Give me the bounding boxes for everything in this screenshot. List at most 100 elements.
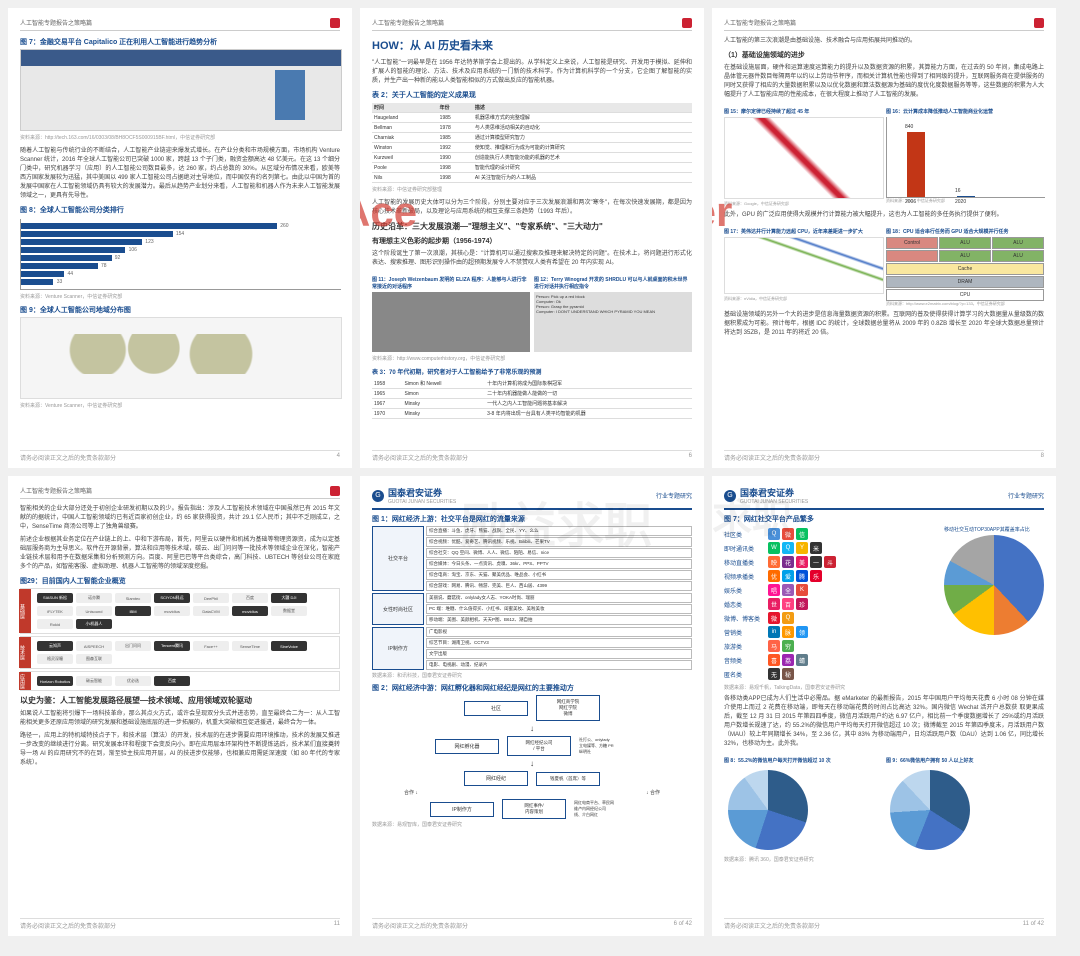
- gt-header: G 国泰君安证券GUOTAI JUNAN SECURITIES 行业专题研究: [372, 486, 692, 510]
- table-3: 1958Simon 和 Newell十年内计算机将成为国际象棋冠军1965Sim…: [372, 379, 692, 419]
- fig12-photo: Person: Pick up a red block Computer: Ok…: [534, 292, 692, 352]
- page-header: 人工智能专题报告之策略篇: [724, 18, 1044, 31]
- fig16-bars: 8402006162020: [886, 117, 1045, 198]
- fig17-18-row: 图 17：英伟达并行计算能力远超 CPU，近年来差距进一步扩大 资料来源：nVi…: [724, 224, 1044, 307]
- flow-item: 综合视频：优酷、爱奇艺、腾讯视频、乐视、Bilibili、芒果TV: [426, 537, 692, 547]
- logo-item: Rokid: [37, 619, 73, 629]
- group-label: 技术层: [19, 637, 31, 668]
- section-h3: 有理想主义色彩的起步期（1956-1974）: [372, 236, 692, 246]
- flow-box: 网红经纪: [464, 771, 528, 786]
- page-3: 人工智能专题报告之策略篇 人工智能的第三次浪潮是由基础设施、技术融合与应用拓展共…: [712, 8, 1056, 468]
- table-header: 时间: [372, 103, 438, 113]
- logo-item: Face++: [193, 641, 229, 651]
- fig8-9-row: 图 8：55.2%的微信用户每天打开微信超过 10 次 图 9：66%微信用户拥…: [724, 753, 1044, 856]
- gt-category: 行业专题研究: [1008, 491, 1044, 500]
- arch-cell: ALU: [992, 250, 1044, 262]
- para: 此外，GPU 的广泛应用使得大规模并行计算能力被大幅提升，这也为人工智能的多任务…: [724, 211, 1044, 220]
- page-num: 6: [689, 453, 692, 462]
- flow-item: 综艺节目：湖南卫视、CCTV3: [426, 638, 692, 648]
- logo-item: SineVoice: [271, 641, 307, 651]
- category-label: 即时通讯类: [724, 544, 764, 553]
- section-h2: 以史为鉴：人工智能发展路径展望—技术领域、应用领域双轮驱动: [20, 695, 340, 706]
- page-1: 人工智能专题报告之策略篇 图 7：金融交易平台 Capitalico 正在利用人…: [8, 8, 352, 468]
- app-icon: 微: [768, 612, 780, 624]
- logo-item: Unisound: [76, 606, 112, 616]
- logo-item: 图森互联: [76, 654, 112, 664]
- fig11-title: 图 11：Joseph Weizenbaum 发明的 ELIZA 程序：人能够与…: [372, 276, 530, 290]
- app-icon: 腾: [796, 570, 808, 582]
- logo-group: 技术层云知声AISPEECH出门问问Tencent腾讯Face++SenseTi…: [20, 636, 340, 669]
- gt-brand-en: GUOTAI JUNAN SECURITIES: [740, 499, 808, 505]
- bar-value: 78: [101, 263, 107, 269]
- logo-item: Horizon Robotics: [37, 676, 73, 686]
- flow-item: 综合电商：淘宝、京东、天猫、聚美优品、唯品会、小红书: [426, 570, 692, 580]
- footer-text: 请务必阅读正文之后的免责条款部分: [724, 921, 820, 930]
- page-footer: 请务必阅读正文之后的免责条款部分11 of 42: [724, 918, 1044, 930]
- logo-item: 大疆 DJI: [271, 593, 307, 603]
- bar-value: 123: [145, 239, 153, 245]
- app-icon: 穷: [782, 640, 794, 652]
- footer-text: 请务必阅读正文之后的免责条款部分: [372, 453, 468, 462]
- vbar-cat: 2006: [905, 199, 916, 205]
- bar-value: 260: [280, 223, 288, 229]
- page-num: 8: [1041, 453, 1044, 462]
- table-row: Nils1998AI 关注智能行为的人工制品: [372, 173, 692, 183]
- vbar-cat: 2020: [955, 199, 966, 205]
- pie-chart-2: [728, 770, 808, 850]
- logo-item: Tencent腾讯: [154, 641, 190, 651]
- logo-item: movidius: [232, 606, 268, 616]
- para: 前述企业根据其业务定位在产业链上的上、中和下游布局，首先，阿里云以硬件和机械为基…: [20, 536, 340, 572]
- fig8-source: 资料来源：Venture Scanner，中信证券研究部: [20, 294, 340, 302]
- bar: [21, 239, 142, 245]
- fig17-title: 图 17：英伟达并行计算能力远超 CPU，近年来差距进一步扩大: [724, 228, 882, 235]
- category-row: 社区类Q微信: [724, 528, 938, 540]
- flow-row: 女性时尚社区美丽说、蘑菇街、onlylady女人志、YOKA时尚、瑞丽PC 端：…: [372, 593, 692, 625]
- section-h1: HOW：从 AI 历史看未来: [372, 37, 692, 53]
- flow-note: 网红电商平台、草民网 维卢内网经纪公司 线、介白网红: [574, 800, 634, 818]
- vbar: [957, 196, 975, 197]
- fig17-line: [724, 237, 884, 294]
- bar: [21, 255, 112, 261]
- page-2: 人工智能专题报告之策略篇 HOW：从 AI 历史看未来 "人工智能"一词最早是在…: [360, 8, 704, 468]
- app-icon: 马: [768, 640, 780, 652]
- table-row: 1970Minsky3-8 年内将出现一台具有人类平均智能的机器: [372, 409, 692, 419]
- fig18-src: 资料来源：http://www.e2matrix.com/blog/?p=133…: [886, 301, 1044, 307]
- table-row: 1965Simon二十年内机器能做人能做的一切: [372, 389, 692, 399]
- para: 各移动类APP已成为人们生活中必需品。据 eMarketer 的最新报告，201…: [724, 695, 1044, 749]
- category-label: 音频类: [724, 656, 764, 665]
- app-icon: 领: [796, 626, 808, 638]
- fig7-title: 图 7：网红社交平台产品繁多: [724, 514, 1044, 524]
- page-5: G 国泰君安证券GUOTAI JUNAN SECURITIES 行业专题研究 图…: [360, 476, 704, 936]
- fig18-arch: ControlALUALUALUALUCacheDRAMCPU: [886, 237, 1044, 301]
- pie1-box: 移动社交互动TOP30APP其覆盖率占比: [944, 526, 1044, 682]
- flow-diagram-1: 社交平台综合直播：斗鱼、虎牙、熊猫、战旗、全民、YY、么么综合视频：优酷、爱奇艺…: [372, 526, 692, 670]
- pie1-title: 移动社交互动TOP30APP其覆盖率占比: [944, 526, 1044, 533]
- fig8-title: 图 8：55.2%的微信用户每天打开微信超过 10 次: [724, 757, 882, 764]
- page-num: 4: [337, 453, 340, 462]
- category-row: 娱乐类唱全K: [724, 584, 938, 596]
- bar-value: 106: [129, 247, 137, 253]
- category-label: 旅游类: [724, 642, 764, 651]
- logo-group: 基础层SIASUN 新松诺亦腾SlamtecSCIYON科远DeePhil百度大…: [20, 588, 340, 634]
- world-map: [20, 317, 342, 399]
- flow-item: 美丽说、蘑菇街、onlylady女人志、YOKA时尚、瑞丽: [426, 593, 692, 603]
- arch-cell: [886, 250, 938, 262]
- flow-item: 综合媒体：今日头条、一点资讯、虎嗅、36kr、PPS、PPTV: [426, 559, 692, 569]
- app-icon: 乐: [810, 570, 822, 582]
- fig18-title: 图 18：CPU 适合串行任务而 GPU 适合大规模并行任务: [886, 228, 1044, 235]
- bar-value: 92: [115, 255, 121, 261]
- app-icon: 一: [810, 556, 822, 568]
- vbar-label: 16: [955, 188, 961, 194]
- flow-arrow-label: 合作 ↓: [404, 789, 418, 796]
- app-icon: 秘: [782, 668, 794, 680]
- page-6: G 国泰君安证券GUOTAI JUNAN SECURITIES 行业专题研究 图…: [712, 476, 1056, 936]
- header-title: 人工智能专题报告之策略篇: [372, 18, 444, 28]
- fig11-12-row: 图 11：Joseph Weizenbaum 发明的 ELIZA 程序：人能够与…: [372, 272, 692, 352]
- table-row: 1967Minsky一代人之内人工智能问题将基本解决: [372, 399, 692, 409]
- category-row: 视频承播类优爱腾乐: [724, 570, 938, 582]
- category-label: 微博、博客类: [724, 614, 764, 623]
- fig9-source: 资料来源：Venture Scanner，中信证券研究部: [20, 403, 340, 411]
- bar: [21, 271, 64, 277]
- bar: [21, 247, 125, 253]
- para: 在基础设施层面，硬件和运算速度运算能力的提升以及数据资源的积累，其算能力方面，在…: [724, 64, 1044, 100]
